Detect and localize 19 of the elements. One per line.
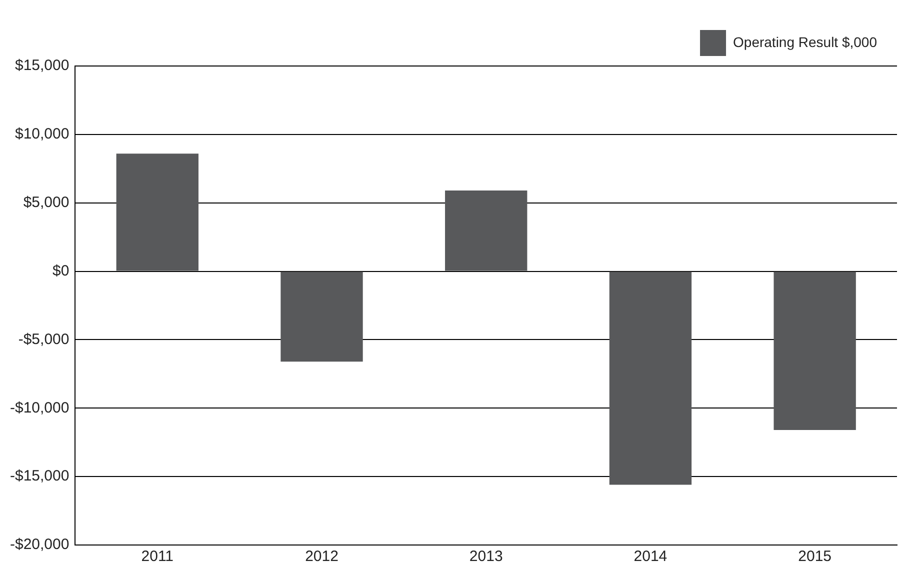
bar: [774, 272, 856, 430]
y-tick-label: -$5,000: [18, 330, 70, 348]
bar: [609, 272, 692, 485]
y-tick-label: -$10,000: [10, 399, 70, 416]
x-tick-label: 2012: [305, 548, 338, 566]
x-tick-label: 2014: [634, 548, 668, 566]
y-tick-label: $0: [52, 262, 70, 280]
y-tick-label: -$20,000: [10, 536, 70, 554]
y-tick-label: $5,000: [23, 194, 70, 211]
y-tick-label: $15,000: [14, 57, 70, 74]
x-tick-label: 2011: [141, 548, 174, 566]
y-tick-label: $10,000: [14, 126, 70, 143]
y-tick-label: -$15,000: [10, 468, 70, 485]
bar: [445, 190, 528, 271]
x-tick-label: 2013: [469, 548, 503, 566]
legend-label: Operating Result $,000: [733, 34, 878, 50]
bar: [280, 272, 363, 362]
bar: [116, 154, 198, 271]
x-tick-label: 2015: [798, 548, 832, 566]
